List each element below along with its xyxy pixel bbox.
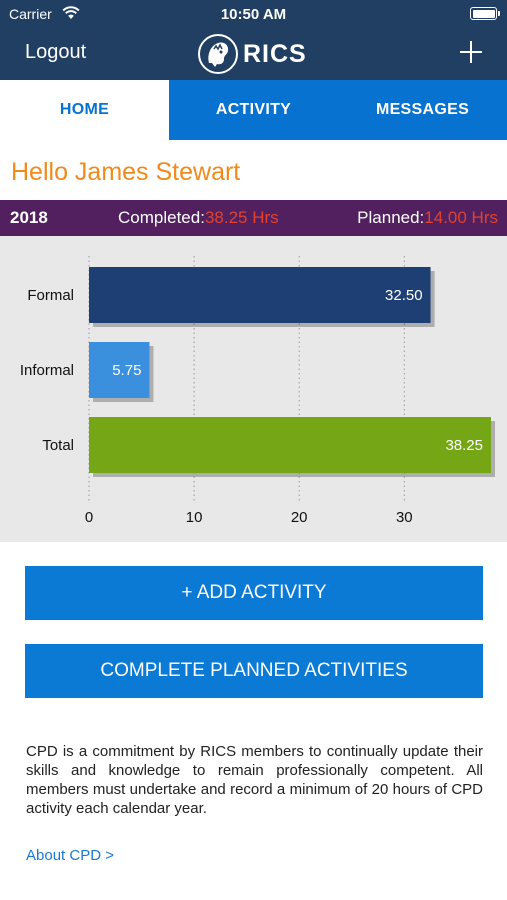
add-activity-button[interactable]: + ADD ACTIVITY	[25, 566, 483, 620]
rics-logo: RICS	[197, 32, 307, 76]
completed-summary: Completed:38.25 Hrs	[118, 208, 279, 228]
completed-label: Completed:	[118, 208, 205, 227]
tab-home[interactable]: HOME	[0, 80, 169, 140]
category-label-formal: Formal	[27, 287, 74, 304]
summary-year: 2018	[10, 208, 48, 227]
x-tick-label-20: 20	[291, 509, 308, 526]
clock: 10:50 AM	[220, 6, 287, 23]
category-label-informal: Informal	[20, 362, 74, 379]
x-tick-label-0: 0	[85, 509, 93, 526]
plus-icon[interactable]	[460, 41, 482, 63]
planned-summary: Planned:14.00 Hrs	[357, 208, 498, 228]
x-tick-label-10: 10	[186, 509, 203, 526]
status-bar: Carrier 10:50 AM	[0, 0, 507, 30]
planned-label: Planned:	[357, 208, 425, 227]
cpd-info-text: CPD is a commitment by RICS members to c…	[26, 743, 483, 817]
wifi-icon	[62, 6, 80, 19]
summary-bar: 2018 Completed:38.25 Hrs Planned:14.00 H…	[0, 200, 507, 236]
cpd-hours-chart: 0 10 20 30 Formal 32.50 Informal 5.75 Total 38.25	[0, 236, 507, 542]
logo-text: RICS	[243, 39, 307, 68]
greeting: Hello James Stewart	[11, 158, 241, 186]
x-tick-label-30: 30	[396, 509, 413, 526]
value-label-total: 38.25	[445, 437, 483, 454]
bar-total	[89, 417, 491, 473]
tab-messages[interactable]: MESSAGES	[338, 80, 507, 140]
bar-informal	[89, 342, 150, 398]
completed-value: 38.25 Hrs	[204, 208, 279, 227]
lion-emblem-icon	[198, 34, 238, 74]
value-label-formal: 32.50	[385, 287, 423, 304]
tab-activity[interactable]: ACTIVITY	[169, 80, 338, 140]
nav-bar: Logout RICS	[0, 30, 507, 80]
planned-value: 14.00 Hrs	[424, 208, 498, 227]
value-label-informal: 5.75	[112, 362, 141, 379]
category-label-total: Total	[42, 437, 74, 454]
tab-bar: HOME ACTIVITY MESSAGES	[0, 80, 507, 140]
carrier-label: Carrier	[9, 6, 52, 22]
bar-chart: 0 10 20 30 Formal 32.50 Informal 5.75 Total 38.25	[20, 256, 495, 526]
battery-icon	[470, 7, 500, 20]
complete-planned-activities-button[interactable]: COMPLETE PLANNED ACTIVITIES	[25, 644, 483, 698]
about-cpd-link[interactable]: About CPD >	[26, 847, 114, 864]
logout-button[interactable]: Logout	[25, 41, 87, 63]
bar-formal	[89, 267, 431, 323]
